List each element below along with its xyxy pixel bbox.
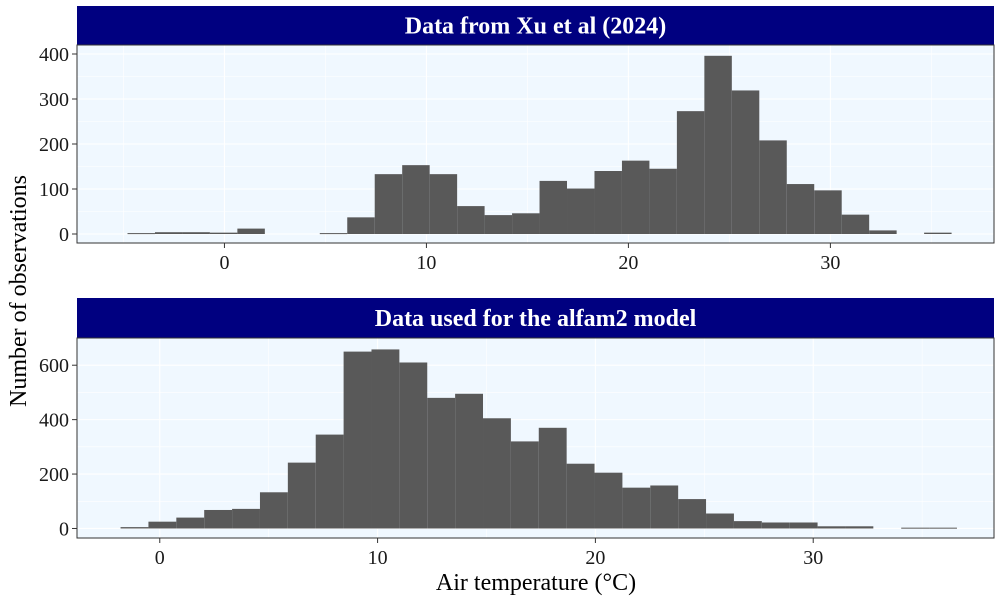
facet-panel-1: Data from Xu et al (2024)0 10 20 3001002003… <box>39 6 995 274</box>
histogram-bar <box>733 521 762 529</box>
histogram-bar <box>209 232 238 234</box>
histogram-bar <box>484 215 513 234</box>
histogram-bar <box>538 427 567 529</box>
x-tick-label: 30 <box>803 547 823 569</box>
histogram-bar <box>759 140 787 234</box>
x-tick-label: 0 <box>155 547 165 569</box>
histogram-bar <box>287 462 316 529</box>
facet-panels: Data from Xu et al (2024)0 10 20 3001002003… <box>39 6 995 569</box>
histogram-bar <box>869 230 897 234</box>
histogram-bar <box>148 521 177 529</box>
histogram-bar <box>429 174 458 234</box>
histogram-bar <box>204 509 233 529</box>
histogram-bar <box>455 393 484 529</box>
histogram-bar <box>706 513 734 529</box>
histogram-bar <box>539 180 568 234</box>
x-tick-label: 0 <box>219 252 229 274</box>
histogram-bar <box>374 174 403 234</box>
histogram-bar <box>678 499 707 529</box>
y-tick-label: 0 <box>59 518 69 540</box>
x-tick-label: 10 <box>416 252 436 274</box>
y-tick-label: 400 <box>39 44 69 66</box>
x-axis-title: Air temperature (°C) <box>436 570 636 596</box>
histogram-bar <box>237 228 265 234</box>
histogram-bar <box>154 232 183 234</box>
facet-panel-2: Data used for the alfam2 model 0 10 20 30 0 20… <box>39 298 995 569</box>
strip-title: Data used for the alfam2 model <box>375 306 697 332</box>
histogram-bar <box>566 463 595 529</box>
histogram-bar <box>761 522 790 529</box>
y-tick-label: 200 <box>39 464 69 486</box>
x-tick-label: 10 <box>368 547 388 569</box>
y-tick-label: 400 <box>39 410 69 432</box>
histogram-bar <box>176 517 205 529</box>
histogram-bar <box>182 232 210 234</box>
histogram-bar <box>650 485 679 529</box>
histogram-bar <box>120 527 149 529</box>
histogram-bar <box>594 171 622 234</box>
y-tick-label: 200 <box>39 134 69 156</box>
histogram-bar <box>483 418 511 529</box>
histogram-bar <box>259 492 288 529</box>
histogram-bar <box>649 168 677 234</box>
panel-border <box>76 337 995 539</box>
y-tick-label: 300 <box>39 89 69 111</box>
histogram-bar <box>512 213 540 234</box>
histogram-bar <box>924 232 952 234</box>
histogram-bar <box>901 527 930 529</box>
histogram-bars <box>120 349 957 529</box>
histogram-bar <box>347 217 375 234</box>
histogram-bar <box>814 190 842 234</box>
y-axis-title: Number of observations <box>6 175 32 407</box>
histogram-bar <box>127 233 155 235</box>
strip-title: Data from Xu et al (2024) <box>405 14 667 40</box>
histogram-bar <box>371 349 400 529</box>
x-tick-label: 20 <box>618 252 638 274</box>
x-tick-label: 30 <box>820 252 840 274</box>
histogram-bar <box>319 233 348 235</box>
histogram-bar <box>845 526 874 529</box>
histogram-bar <box>232 508 260 529</box>
x-tick-label: 20 <box>585 547 605 569</box>
histogram-bar <box>841 214 870 234</box>
histogram-bar <box>676 111 705 234</box>
histogram-bar <box>594 472 623 529</box>
histogram-bar <box>402 165 430 234</box>
histogram-bar <box>789 522 818 529</box>
histogram-bar <box>457 206 485 234</box>
histogram-bar <box>427 397 456 529</box>
y-tick-label: 600 <box>39 355 69 377</box>
y-tick-label: 100 <box>39 179 69 201</box>
histogram-bar <box>399 362 428 529</box>
histogram-bars <box>127 55 952 235</box>
y-tick-label: 0 <box>59 224 69 246</box>
histogram-bar <box>343 351 372 529</box>
histogram-bar <box>567 188 595 234</box>
histogram-bar <box>622 487 651 529</box>
histogram-bar <box>704 55 732 234</box>
histogram-bar <box>786 184 815 234</box>
histogram-bar <box>510 441 539 529</box>
histogram-bar <box>817 526 846 529</box>
histogram-bar <box>731 90 760 234</box>
histogram-bar <box>315 434 344 529</box>
strip-background <box>77 6 994 45</box>
histogram-bar <box>929 527 957 529</box>
strip-background <box>77 298 994 338</box>
histogram-bar <box>621 160 650 234</box>
